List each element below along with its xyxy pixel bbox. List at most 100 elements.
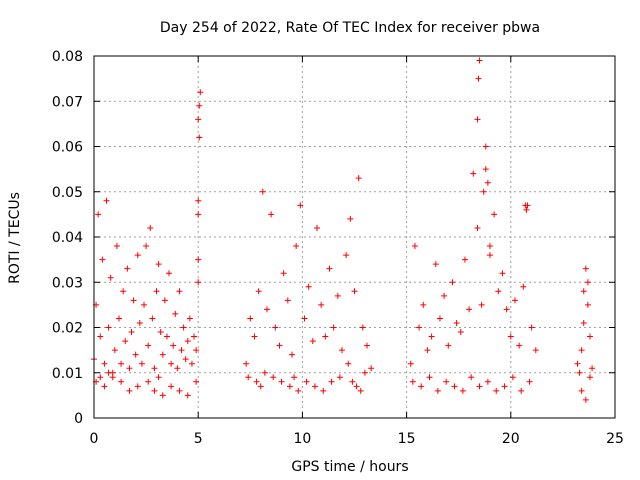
data-point <box>486 243 493 250</box>
data-point <box>475 75 482 82</box>
data-point <box>134 383 141 390</box>
data-point <box>280 270 287 277</box>
data-point <box>295 387 302 394</box>
data-point <box>486 252 493 259</box>
data-point <box>347 215 354 222</box>
data-point <box>118 360 125 367</box>
data-point <box>270 374 277 381</box>
data-point <box>589 365 596 372</box>
data-point <box>126 365 133 372</box>
data-point <box>576 369 583 376</box>
data-point <box>147 224 154 231</box>
data-point <box>476 383 483 390</box>
data-point <box>584 279 591 286</box>
data-point <box>320 387 327 394</box>
data-point <box>574 360 581 367</box>
data-point <box>523 206 530 213</box>
data-point <box>245 374 252 381</box>
data-point <box>428 333 435 340</box>
x-tick-label: 25 <box>606 431 624 447</box>
data-point <box>143 243 150 250</box>
data-point <box>330 324 337 331</box>
data-point <box>163 333 170 340</box>
data-point <box>474 116 481 123</box>
data-point <box>124 265 131 272</box>
data-point <box>99 256 106 263</box>
data-point <box>418 383 425 390</box>
data-point <box>182 356 189 363</box>
data-point <box>522 202 529 209</box>
data-point <box>578 387 585 394</box>
data-point <box>193 347 200 354</box>
data-point <box>476 57 483 64</box>
data-point <box>130 297 137 304</box>
data-point <box>193 378 200 385</box>
data-point <box>196 134 203 141</box>
data-point <box>484 179 491 186</box>
data-point <box>349 378 356 385</box>
data-point <box>491 211 498 218</box>
data-point <box>180 324 187 331</box>
data-point <box>364 342 371 349</box>
x-tick-label: 20 <box>502 431 520 447</box>
data-point <box>582 396 589 403</box>
data-point <box>101 383 108 390</box>
y-tick-labels: 0 0.01 0.02 0.03 0.04 0.05 0.06 0.07 0.08 <box>52 49 83 427</box>
data-point <box>353 383 360 390</box>
data-point <box>195 197 202 204</box>
data-point <box>368 365 375 372</box>
chart-title: Day 254 of 2022, Rate Of TEC Index for r… <box>160 20 540 36</box>
data-point <box>461 256 468 263</box>
data-point <box>155 261 162 268</box>
data-point <box>176 387 183 394</box>
data-point <box>411 243 418 250</box>
data-point <box>153 288 160 295</box>
data-point <box>263 306 270 313</box>
data-point <box>136 319 143 326</box>
data-point <box>145 342 152 349</box>
y-tick-label: 0.04 <box>52 230 83 246</box>
data-points <box>91 57 596 403</box>
data-point <box>128 329 135 336</box>
data-point <box>361 369 368 376</box>
data-point <box>97 333 104 340</box>
x-tick-label: 5 <box>194 431 203 447</box>
y-axis-label: ROTI / TECUs <box>7 192 23 284</box>
data-point <box>449 279 456 286</box>
data-point <box>328 378 335 385</box>
data-point <box>257 383 264 390</box>
y-tick-label: 0.08 <box>52 49 83 65</box>
data-point <box>520 283 527 290</box>
data-point <box>288 351 295 358</box>
data-point <box>445 342 452 349</box>
x-tick-labels: 0 5 10 15 20 25 <box>90 431 624 447</box>
data-point <box>286 383 293 390</box>
data-point <box>251 333 258 340</box>
data-point <box>111 347 118 354</box>
data-point <box>426 374 433 381</box>
data-point <box>407 360 414 367</box>
data-point <box>101 360 108 367</box>
data-point <box>120 288 127 295</box>
data-point <box>157 329 164 336</box>
data-point <box>278 378 285 385</box>
data-point <box>191 333 198 340</box>
x-tick-label: 0 <box>90 431 99 447</box>
data-point <box>355 175 362 182</box>
data-point <box>482 166 489 173</box>
data-point <box>453 319 460 326</box>
data-point <box>259 188 266 195</box>
data-point <box>178 347 185 354</box>
data-point <box>511 297 518 304</box>
data-point <box>172 310 179 317</box>
data-point <box>474 224 481 231</box>
data-point <box>313 224 320 231</box>
data-point <box>343 252 350 259</box>
data-point <box>441 292 448 299</box>
x-axis-label: GPS time / hours <box>291 459 408 475</box>
data-point <box>507 333 514 340</box>
data-point <box>528 324 535 331</box>
data-point <box>451 383 458 390</box>
plot-frame <box>93 55 616 419</box>
data-point <box>532 347 539 354</box>
